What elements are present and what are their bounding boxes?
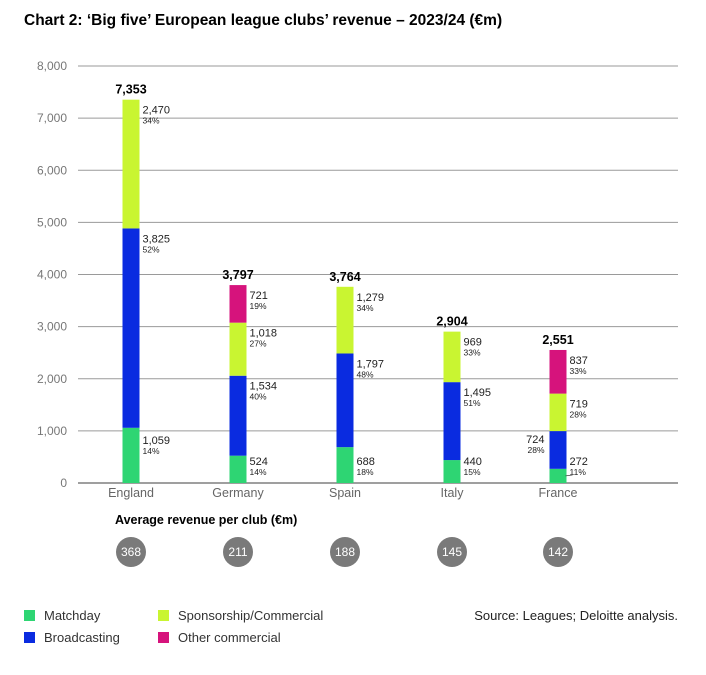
- bar-segment: [336, 286, 354, 354]
- average-revenue-circle: 142: [543, 537, 573, 567]
- x-axis-ticks: England Germany Spain Italy France: [108, 486, 577, 500]
- data-labels: 1,05914%3,82552%2,47034%7,35352414%1,534…: [115, 83, 588, 477]
- bar-segment: [549, 349, 567, 394]
- segment-share-label: 14%: [250, 467, 267, 477]
- bar-segment: [443, 331, 461, 383]
- segment-value-label: 440: [464, 456, 482, 468]
- legend-label-broadcasting: Broadcasting: [44, 630, 120, 645]
- grid-lines: [78, 65, 678, 484]
- bar-total-label: 7,353: [115, 83, 146, 97]
- segment-value-label: 272: [570, 456, 588, 468]
- segment-value-label: 1,279: [357, 292, 385, 304]
- segment-share-label: 15%: [464, 467, 481, 477]
- bar-segment: [122, 427, 140, 483]
- segment-share-label: 18%: [357, 467, 374, 477]
- legend-label-sponsorship: Sponsorship/Commercial: [178, 608, 324, 623]
- segment-share-label: 28%: [527, 445, 544, 455]
- segment-value-label: 2,470: [143, 105, 171, 117]
- y-tick-label: 4,000: [37, 268, 67, 282]
- bar-total-label: 3,764: [329, 270, 360, 284]
- bar-total-label: 3,797: [222, 268, 253, 282]
- segment-value-label: 1,495: [464, 387, 492, 399]
- segment-share-label: 19%: [250, 301, 267, 311]
- y-tick-label: 1,000: [37, 424, 67, 438]
- legend-swatch-sponsorship: [158, 610, 169, 621]
- chart-title: Chart 2: ‘Big five’ European league club…: [24, 12, 503, 29]
- segment-value-label: 1,797: [357, 358, 385, 370]
- segment-share-label: 48%: [357, 369, 374, 379]
- y-tick-label: 7,000: [37, 111, 67, 125]
- average-revenue-circle: 211: [223, 537, 253, 567]
- source-note: Source: Leagues; Deloitte analysis.: [474, 608, 678, 623]
- x-tick-label: Italy: [441, 486, 465, 500]
- y-tick-label: 2,000: [37, 372, 67, 386]
- segment-share-label: 33%: [570, 366, 587, 376]
- segment-value-label: 724: [526, 434, 544, 446]
- y-axis-ticks: 0 1,000 2,000 3,000 4,000 5,000 6,000 7,000 8,00…: [37, 59, 67, 490]
- y-tick-label: 8,000: [37, 59, 67, 73]
- segment-share-label: 27%: [250, 339, 267, 349]
- segment-value-label: 688: [357, 456, 375, 468]
- segment-share-label: 33%: [464, 348, 481, 358]
- segment-value-label: 524: [250, 456, 268, 468]
- bar-segment: [229, 455, 247, 483]
- segment-value-label: 719: [570, 399, 588, 411]
- segment-share-label: 11%: [570, 467, 587, 477]
- y-tick-label: 6,000: [37, 163, 67, 177]
- y-tick-label: 0: [60, 476, 67, 490]
- average-revenue-title: Average revenue per club (€m): [115, 513, 298, 527]
- bar-segment: [122, 228, 140, 428]
- bar-segment: [122, 99, 140, 229]
- legend-swatch-broadcasting: [24, 632, 35, 643]
- x-tick-label: Spain: [329, 486, 361, 500]
- bar-segment: [336, 353, 354, 448]
- average-revenue-circle: 145: [437, 537, 467, 567]
- legend-swatch-matchday: [24, 610, 35, 621]
- segment-share-label: 34%: [357, 303, 374, 313]
- bar-segment: [443, 382, 461, 461]
- segment-value-label: 837: [570, 355, 588, 367]
- segment-share-label: 40%: [250, 392, 267, 402]
- bar-segment: [336, 447, 354, 483]
- segment-share-label: 34%: [143, 116, 160, 126]
- bar-segment: [229, 322, 247, 376]
- legend-swatch-other-commercial: [158, 632, 169, 643]
- segment-value-label: 3,825: [143, 233, 171, 245]
- x-tick-label: France: [539, 486, 578, 500]
- y-tick-label: 5,000: [37, 215, 67, 229]
- segment-share-label: 51%: [464, 398, 481, 408]
- average-revenue-circle: 368: [116, 537, 146, 567]
- segment-value-label: 1,534: [250, 381, 278, 393]
- bar-total-label: 2,904: [436, 315, 467, 329]
- bar-segment: [549, 468, 567, 483]
- legend-label-other-commercial: Other commercial: [178, 630, 281, 645]
- segment-value-label: 1,018: [250, 328, 278, 340]
- stacked-bar-chart: 0 1,000 2,000 3,000 4,000 5,000 6,000 7,000 8,00…: [37, 59, 678, 500]
- bar-segment: [229, 375, 247, 456]
- segment-value-label: 1,059: [143, 435, 171, 447]
- bar-total-label: 2,551: [542, 333, 573, 347]
- x-tick-label: Germany: [212, 486, 264, 500]
- y-tick-label: 3,000: [37, 320, 67, 334]
- bar-segment: [443, 460, 461, 483]
- segment-value-label: 721: [250, 290, 268, 302]
- segment-share-label: 52%: [143, 244, 160, 254]
- bar-segment: [549, 393, 567, 432]
- bars: [122, 99, 567, 483]
- x-tick-label: England: [108, 486, 154, 500]
- segment-share-label: 14%: [143, 446, 160, 456]
- leader-line: [565, 474, 573, 477]
- segment-value-label: 969: [464, 337, 482, 349]
- segment-share-label: 28%: [570, 410, 587, 420]
- legend-label-matchday: Matchday: [44, 608, 101, 623]
- bar-segment: [229, 285, 247, 323]
- bar-segment: [549, 431, 567, 469]
- average-revenue-circle: 188: [330, 537, 360, 567]
